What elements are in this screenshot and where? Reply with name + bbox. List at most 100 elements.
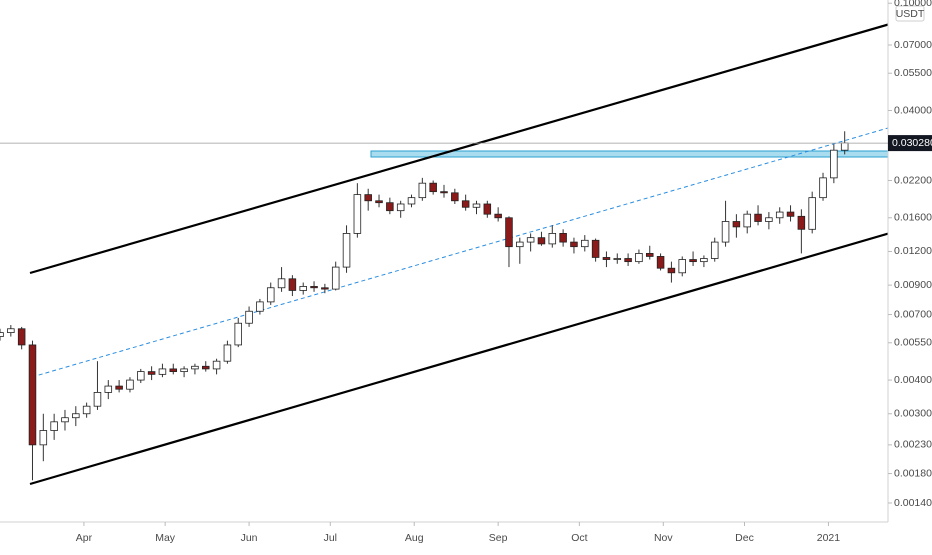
candle-body [548, 233, 557, 245]
candle-body [288, 278, 297, 291]
x-tick-label: Oct [571, 532, 587, 544]
candle-body [451, 192, 459, 202]
candle-body [50, 421, 58, 431]
plot-area [0, 23, 888, 486]
candle-body [180, 368, 188, 373]
candle-body [256, 301, 264, 312]
candle-body [386, 202, 394, 212]
candle-body [353, 194, 362, 234]
candles [0, 131, 849, 481]
candle-body [212, 360, 221, 370]
unit-label: USDT [896, 8, 925, 20]
candle-body [581, 239, 589, 248]
candle-body [223, 344, 232, 362]
x-tick-label: May [155, 532, 176, 544]
candle-body [656, 256, 665, 269]
x-tick-label: Apr [76, 532, 93, 544]
candle-body [396, 203, 405, 212]
candle-body [678, 259, 687, 274]
last-price-label: 0.030280 [892, 137, 932, 149]
candle-body [797, 215, 806, 230]
candle-body [321, 287, 329, 290]
upper-channel-line [29, 23, 888, 275]
candle-body [602, 257, 611, 260]
candle-body [158, 368, 167, 375]
candle-body [82, 405, 91, 415]
candle-body [72, 413, 80, 419]
candle-body [28, 344, 37, 446]
candle-body [39, 430, 48, 446]
candle-body [191, 365, 199, 370]
candle-body [667, 267, 676, 274]
candle-body [635, 253, 643, 263]
candle-body [299, 286, 307, 291]
candle-body [505, 217, 513, 248]
candle-body [483, 203, 492, 215]
candle-body [375, 200, 383, 204]
candle-body [7, 328, 15, 334]
candle-body [765, 217, 773, 222]
candle-body [266, 287, 275, 303]
x-tick-label: Jun [241, 532, 258, 544]
x-tick-label: Jul [324, 532, 337, 544]
candle-body [516, 241, 524, 248]
x-tick-label: 2021 [817, 532, 841, 544]
candle-body [331, 266, 340, 290]
x-tick-label: Dec [735, 532, 754, 544]
candle-body [526, 237, 535, 243]
candle-body [234, 322, 243, 346]
candle-body [754, 213, 762, 222]
candle-body [645, 253, 654, 257]
candle-body [147, 371, 156, 375]
candle-body [710, 241, 719, 259]
candle-body [591, 239, 600, 258]
candle-body [808, 197, 816, 230]
y-tick-label: 0.001400 [894, 497, 932, 509]
candle-body [570, 241, 578, 248]
candle-body [775, 211, 784, 219]
candle-body [277, 278, 286, 289]
candle-body [461, 200, 470, 208]
candle-body [407, 197, 416, 205]
candle-body [624, 258, 632, 263]
candle-body [245, 310, 253, 324]
x-tick-label: Aug [405, 532, 424, 544]
mid-channel-line [31, 127, 888, 378]
candle-body [689, 259, 697, 263]
candle-body [840, 142, 849, 151]
candle-body [201, 365, 210, 370]
candle-body [429, 182, 437, 193]
unit-box [895, 5, 925, 22]
candle-body [472, 203, 481, 208]
lower-channel-line [29, 232, 888, 486]
candle-body [364, 194, 372, 202]
candle-body [830, 149, 838, 179]
candle-body [137, 371, 145, 381]
last-price-box [888, 135, 932, 152]
candle-body [126, 379, 134, 390]
candle-body [786, 211, 795, 217]
x-tick-label: Nov [654, 532, 673, 544]
candle-body [494, 213, 502, 219]
candle-body [537, 237, 546, 245]
candle-body [115, 385, 123, 390]
candle-body [721, 221, 730, 243]
x-tick-label: Sep [489, 532, 508, 544]
candle-body [310, 286, 318, 289]
candle-body [700, 258, 708, 263]
candle-body [61, 417, 69, 423]
